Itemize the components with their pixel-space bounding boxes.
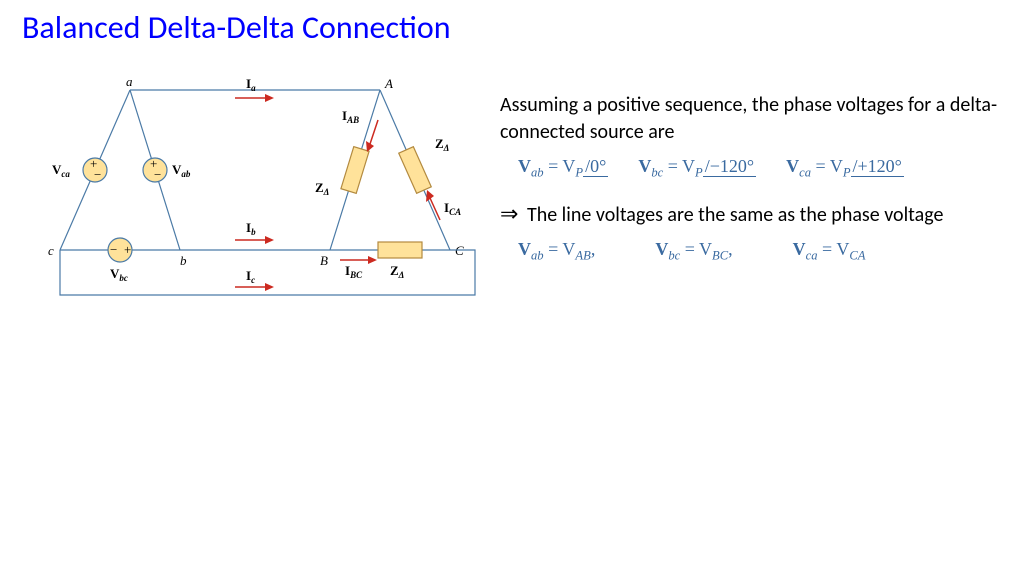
minus-label: −	[154, 167, 161, 182]
node-b: b	[180, 253, 187, 268]
label-Vca: Vca	[52, 162, 70, 179]
svg-text:IBC: IBC	[345, 263, 363, 280]
label-Vbc: Vbc	[110, 266, 128, 283]
eq-Vab: Vab = VP/0°	[518, 156, 608, 181]
eq-Vbc: Vbc = VP/−120°	[638, 156, 756, 181]
arrow-ICA: ICA	[426, 190, 461, 220]
node-B: B	[320, 253, 328, 268]
minus-label: −	[94, 167, 101, 182]
para1: Assuming a positive sequence, the phase …	[500, 92, 1020, 146]
svg-text:ICA: ICA	[444, 200, 461, 217]
label-Vab: Vab	[172, 162, 191, 179]
arrow-Ia: Ia	[235, 76, 274, 102]
eq2-Vca: Vca = VCA	[793, 239, 866, 264]
node-A: A	[384, 76, 393, 91]
svg-text:Ib: Ib	[246, 220, 256, 237]
label-Z3: ZΔ	[390, 263, 404, 280]
circuit-diagram: + − + − − + a b c Vca Vab Vbc ZΔ ZΔ ZΔ A…	[40, 80, 485, 310]
para2: ⇒ The line voltages are the same as the …	[500, 199, 1020, 229]
eq2-Vab: Vab = VAB,	[518, 239, 595, 264]
svg-text:Ic: Ic	[246, 268, 255, 285]
arrow-Ib: Ib	[235, 220, 274, 244]
implies-icon: ⇒	[500, 201, 518, 226]
eq2-Vbc: Vbc = VBC,	[655, 239, 732, 264]
node-a: a	[126, 74, 133, 89]
phase-voltage-equations: Vab = VP/0° Vbc = VP/−120° Vca = VP/+120…	[518, 156, 1020, 181]
text-column: Assuming a positive sequence, the phase …	[500, 92, 1020, 281]
node-c: c	[48, 243, 54, 258]
svg-text:Ia: Ia	[246, 76, 256, 93]
line-voltage-equations: Vab = VAB, Vbc = VBC, Vca = VCA	[518, 239, 1020, 264]
plus-label: +	[124, 242, 131, 257]
page-title: Balanced Delta-Delta Connection	[22, 8, 451, 47]
label-Z2: ZΔ	[435, 136, 449, 153]
svg-text:IAB: IAB	[342, 108, 359, 125]
arrow-IBC: IBC	[340, 256, 377, 280]
arrow-Ic: Ic	[235, 268, 274, 291]
label-Z1: ZΔ	[315, 180, 329, 197]
eq-Vca: Vca = VP/+120°	[786, 156, 904, 181]
minus-label: −	[110, 242, 117, 257]
